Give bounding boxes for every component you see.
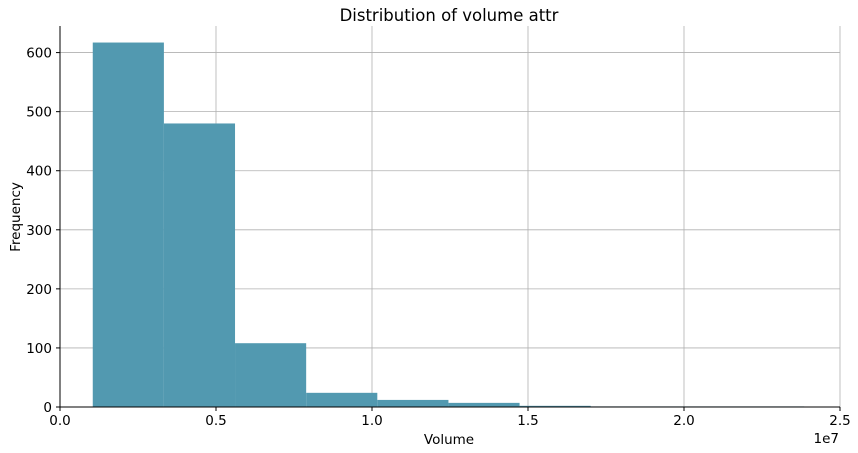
histogram-bar-4 <box>377 399 449 407</box>
x-axis-scale-label: 1e7 <box>814 431 839 447</box>
y-tick-label-5: 500 <box>26 105 52 121</box>
axes <box>59 26 840 408</box>
y-axis-ticks: 0 100 200 300 400 500 600 <box>26 46 60 416</box>
y-tick-label-3: 300 <box>26 223 52 239</box>
histogram-bar-1 <box>163 123 236 407</box>
y-axis-label: Frequency <box>8 182 24 252</box>
x-axis-label: Volume <box>424 432 474 448</box>
histogram-bars <box>92 42 805 407</box>
x-axis-ticks: 0.0 0.5 1.0 1.5 2.0 2.5 <box>49 407 851 429</box>
histogram-bar-6 <box>519 405 591 407</box>
y-tick-label-0: 0 <box>43 400 52 416</box>
x-tick-label-2: 1.0 <box>361 413 382 429</box>
x-tick-label-1: 0.5 <box>205 413 226 429</box>
histogram-bar-5 <box>448 402 520 407</box>
x-tick-label-4: 2.0 <box>673 413 694 429</box>
histogram-bar-2 <box>235 343 307 407</box>
x-tick-label-0: 0.0 <box>49 413 70 429</box>
histogram-bar-3 <box>306 392 378 407</box>
x-tick-label-5: 2.5 <box>829 413 850 429</box>
y-tick-label-6: 600 <box>26 46 52 62</box>
chart-title: Distribution of volume attr <box>340 6 559 25</box>
y-tick-label-4: 400 <box>26 164 52 180</box>
x-tick-label-3: 1.5 <box>517 413 538 429</box>
histogram-bar-0 <box>92 42 164 407</box>
y-tick-label-1: 100 <box>26 341 52 357</box>
y-tick-label-2: 200 <box>26 282 52 298</box>
